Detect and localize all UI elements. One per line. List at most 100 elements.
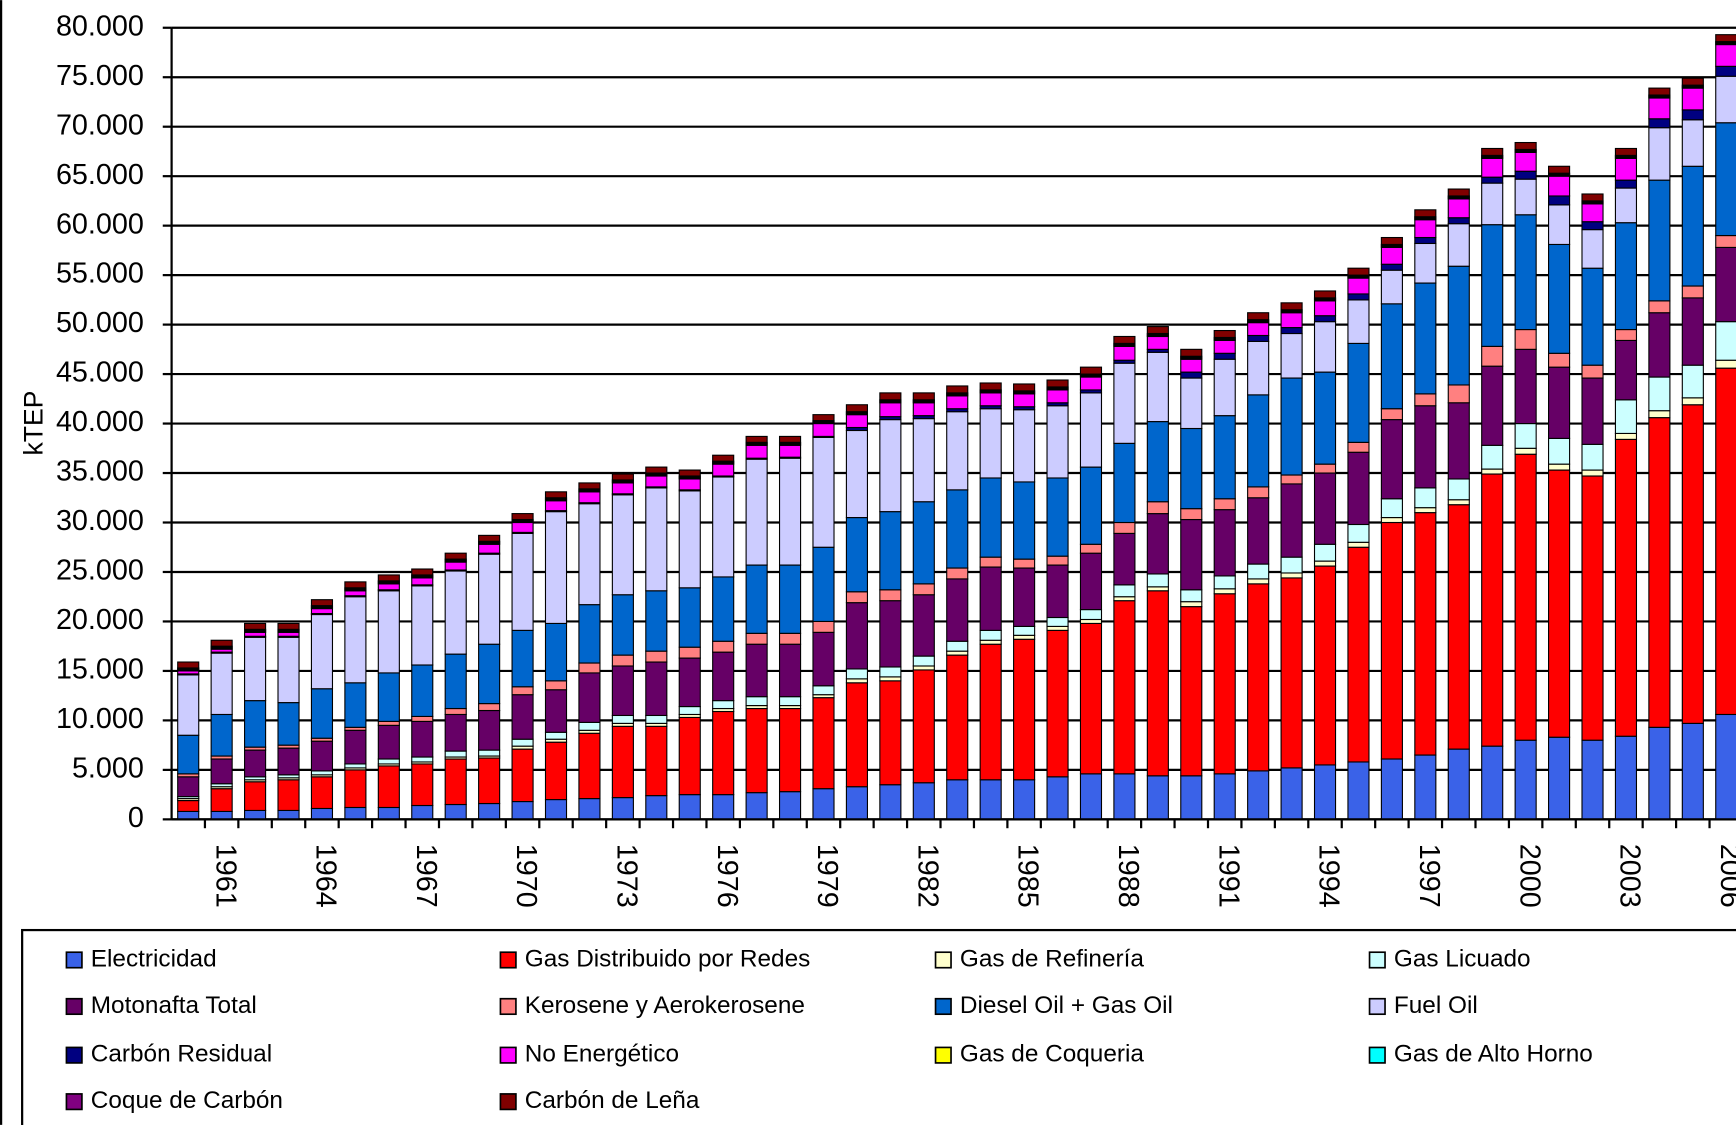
legend-swatch (499, 1093, 517, 1111)
bar-segment (1447, 188, 1470, 197)
bar-segment (1213, 593, 1236, 775)
legend-label: Coque de Carbón (91, 1087, 283, 1114)
bar-segment (210, 810, 233, 820)
bar-segment (1481, 224, 1504, 347)
bar-segment (544, 741, 568, 801)
bar-segment (310, 807, 334, 820)
bar-segment (1548, 463, 1571, 471)
legend-label: Gas de Refinería (960, 945, 1144, 972)
bar-segment (1180, 377, 1203, 430)
bar-segment (611, 594, 634, 656)
bar-segment (1380, 236, 1403, 246)
bar-segment (745, 707, 768, 794)
bar-segment (611, 654, 634, 667)
bar-segment (1414, 754, 1437, 820)
legend-label: Fuel Oil (1394, 992, 1478, 1019)
bar-segment (979, 779, 1002, 820)
legend-label: Diesel Oil + Gas Oil (960, 992, 1173, 1019)
bar-segment (1715, 75, 1736, 124)
bar-segment (377, 724, 400, 760)
bar-segment (1581, 203, 1604, 223)
bar-segment (277, 622, 300, 630)
bar-segment (1380, 758, 1403, 820)
bar-segment (1447, 499, 1470, 506)
bar-segment (377, 806, 400, 820)
bar-segment (1447, 217, 1470, 225)
bar-segment (544, 500, 568, 512)
bar-segment (444, 713, 467, 752)
bar-segment (1079, 376, 1103, 391)
bar-segment (678, 705, 701, 716)
bar-segment (1013, 567, 1036, 627)
legend-swatch (499, 997, 517, 1016)
bar-segment (1113, 442, 1136, 524)
bar-segment (946, 578, 969, 642)
bar-segment (812, 414, 835, 422)
bar-segment (1681, 722, 1704, 820)
bar-segment (1414, 219, 1437, 239)
bar-segment (1514, 214, 1537, 331)
bar-segment (1113, 596, 1136, 602)
bar-segment (1113, 532, 1136, 586)
bar-segment (377, 720, 400, 726)
bar-segment (1548, 437, 1571, 465)
bar-segment (1514, 141, 1537, 151)
bar-segment (1213, 352, 1236, 360)
bar-segment (979, 629, 1002, 641)
bar-segment (444, 570, 467, 655)
bar-segment (478, 553, 501, 645)
bar-segment (1414, 282, 1437, 395)
bar-segment (1180, 518, 1203, 591)
bar-segment (778, 564, 802, 634)
bar-segment (478, 643, 501, 705)
bar-segment (1614, 432, 1638, 440)
bar-segment (1146, 513, 1169, 575)
bar-segment (478, 703, 501, 712)
bar-segment (1648, 179, 1671, 302)
bar-segment (1046, 405, 1069, 479)
bar-segment (712, 463, 735, 477)
bar-segment (578, 798, 601, 820)
bar-segment (1681, 397, 1704, 406)
bar-segment (411, 756, 434, 763)
bar-segment (1313, 565, 1337, 766)
bar-segment (1380, 246, 1403, 265)
bar-segment (310, 688, 334, 739)
bar-segment (411, 763, 434, 807)
bar-segment (845, 591, 868, 604)
bar-segment (1347, 523, 1370, 543)
bar-segment (879, 419, 902, 513)
bar-segment (1514, 348, 1537, 425)
bar-segment (1180, 775, 1203, 820)
bar-segment (478, 709, 501, 751)
bar-segment (979, 566, 1002, 631)
bar-segment (1481, 345, 1504, 367)
bar-segment (1313, 472, 1337, 545)
bar-segment (310, 770, 334, 776)
bar-segment (879, 676, 902, 682)
bar-segment (1380, 263, 1403, 271)
bar-segment (244, 631, 267, 637)
bar-segment (1548, 366, 1571, 439)
bar-segment (411, 577, 434, 586)
bar-segment (1548, 165, 1571, 174)
bar-segment (344, 769, 367, 809)
bar-segment (511, 694, 534, 740)
bar-segment (1614, 222, 1638, 331)
bar-segment (1313, 560, 1337, 567)
bar-segment (478, 757, 501, 805)
bar-segment (1514, 170, 1537, 180)
bar-segment (712, 476, 735, 578)
bar-segment (1013, 558, 1036, 569)
bar-segment (1146, 421, 1169, 503)
y-tick-label: 50.000 (56, 307, 144, 339)
bar-segment (310, 599, 334, 607)
bar-segment (1414, 487, 1437, 509)
bar-segment (1180, 589, 1203, 603)
bar-segment (1280, 767, 1303, 820)
y-tick-label: 60.000 (56, 208, 144, 240)
bar-segment (1013, 409, 1036, 483)
bar-segment (1313, 463, 1337, 474)
bar-segment (1681, 109, 1704, 121)
